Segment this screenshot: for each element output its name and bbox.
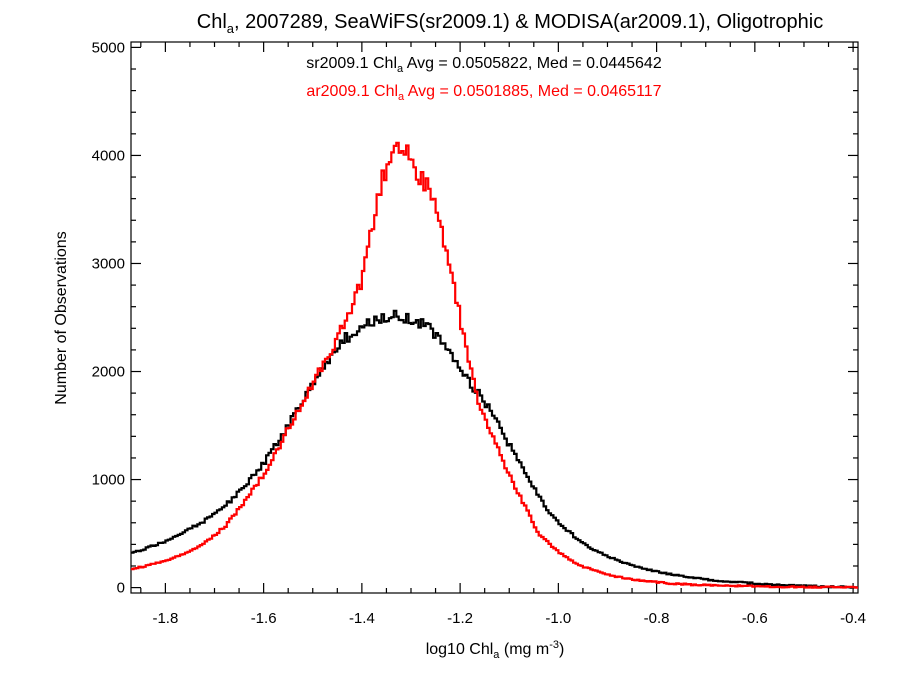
- y-tick-label: 3000: [92, 255, 125, 272]
- x-tick-label: -0.6: [742, 610, 768, 627]
- x-tick-label: -1.4: [349, 610, 375, 627]
- x-tick-label: -0.4: [840, 610, 866, 627]
- x-axis: -1.8 -1.6 -1.4 -1.2 -1.0 -0.8 -0.6 -0.4: [140, 42, 866, 627]
- x-tick-label: -1.2: [447, 610, 473, 627]
- annotation-sr2009: sr2009.1 Chla Avg = 0.0505822, Med = 0.0…: [306, 55, 662, 75]
- y-axis: 0 1000 2000 3000 4000 5000: [92, 39, 858, 597]
- x-tick-label: -1.6: [251, 610, 277, 627]
- chart-title: Chla, 2007289, SeaWiFS(sr2009.1) & MODIS…: [197, 11, 823, 36]
- x-tick-label: -1.0: [545, 610, 571, 627]
- y-axis-label: Number of Observations: [53, 231, 70, 404]
- series-layer: [131, 141, 858, 589]
- series-ar2009-line: [131, 141, 858, 589]
- annotation-ar2009: ar2009.1 Chla Avg = 0.0501885, Med = 0.0…: [306, 83, 661, 103]
- y-tick-label: 2000: [92, 364, 125, 381]
- y-tick-label: 1000: [92, 472, 125, 489]
- y-tick-label: 4000: [92, 147, 125, 164]
- x-tick-label: -1.8: [152, 610, 178, 627]
- series-sr2009-line: [131, 309, 858, 589]
- y-tick-label: 5000: [92, 39, 125, 56]
- y-tick-label: 0: [117, 580, 125, 597]
- x-tick-label: -0.8: [644, 610, 670, 627]
- plot-frame: [130, 41, 859, 594]
- x-axis-label: log10 Chla (mg m-3): [426, 639, 565, 661]
